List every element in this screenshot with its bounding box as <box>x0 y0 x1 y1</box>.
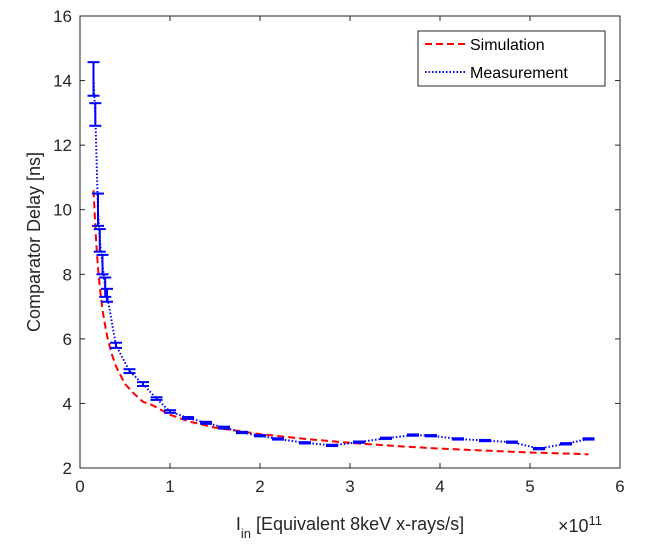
error-bar <box>380 436 392 440</box>
x-exponent-power: 11 <box>589 513 603 528</box>
error-bar <box>87 61 100 97</box>
error-bar <box>533 446 545 451</box>
x-axis-label-rest: [Equivalent 8keV x-rays/s] <box>251 514 464 534</box>
error-bar <box>99 276 112 298</box>
y-tick-label: 2 <box>63 459 72 478</box>
legend: Simulation Measurement <box>417 30 606 87</box>
x-axis-label: Iin [Equivalent 8keV x-rays/s] <box>236 514 464 541</box>
error-bar <box>218 425 230 430</box>
x-tick-label: 3 <box>345 477 354 496</box>
error-bar <box>123 368 136 375</box>
x-tick-label: 4 <box>435 477 444 496</box>
legend-label-measurement: Measurement <box>470 65 568 82</box>
y-tick-label: 4 <box>63 394 72 413</box>
error-bar <box>150 396 163 401</box>
error-bar <box>110 341 122 349</box>
error-bar <box>200 420 212 425</box>
x-axis-label-main: I <box>236 514 241 534</box>
x-exponent: ×1011 <box>558 513 602 537</box>
error-bar <box>326 443 338 448</box>
y-axis-label: Comparator Delay [ns] <box>24 152 44 332</box>
error-bar <box>452 437 464 441</box>
error-bar <box>182 415 194 420</box>
x-tick-label: 6 <box>615 477 624 496</box>
error-bar <box>96 253 109 276</box>
y-tick-label: 8 <box>63 265 72 284</box>
y-tick-label: 12 <box>53 136 72 155</box>
legend-box <box>417 30 606 87</box>
error-bar <box>506 440 518 444</box>
error-bar <box>560 442 572 446</box>
x-tick-label: 1 <box>165 477 174 496</box>
series-layer <box>87 61 595 456</box>
x-tick-label: 0 <box>75 477 84 496</box>
error-bar <box>425 434 437 438</box>
series-line-simulation <box>92 190 589 456</box>
legend-label-simulation: Simulation <box>470 37 545 54</box>
error-bar <box>164 409 176 414</box>
error-bar <box>236 430 248 435</box>
y-tick-label: 10 <box>53 201 72 220</box>
x-tick-label: 5 <box>525 477 534 496</box>
error-bar <box>582 437 595 441</box>
error-bar <box>272 437 284 441</box>
error-bar <box>479 438 491 443</box>
x-axis-label-sub: in <box>241 526 251 541</box>
error-bar <box>92 192 104 227</box>
error-bar <box>93 228 106 253</box>
plot-area <box>80 16 620 468</box>
x-exponent-base: ×10 <box>558 516 589 536</box>
error-bar <box>299 441 311 445</box>
error-bar <box>353 440 365 444</box>
error-bar <box>137 381 149 387</box>
error-bar <box>407 433 419 437</box>
x-tick-label: 2 <box>255 477 264 496</box>
error-bar <box>254 434 266 438</box>
error-bar <box>89 102 102 127</box>
y-tick-label: 14 <box>53 72 72 91</box>
y-tick-label: 16 <box>53 7 72 26</box>
error-bar <box>101 287 113 303</box>
y-tick-label: 6 <box>63 330 72 349</box>
